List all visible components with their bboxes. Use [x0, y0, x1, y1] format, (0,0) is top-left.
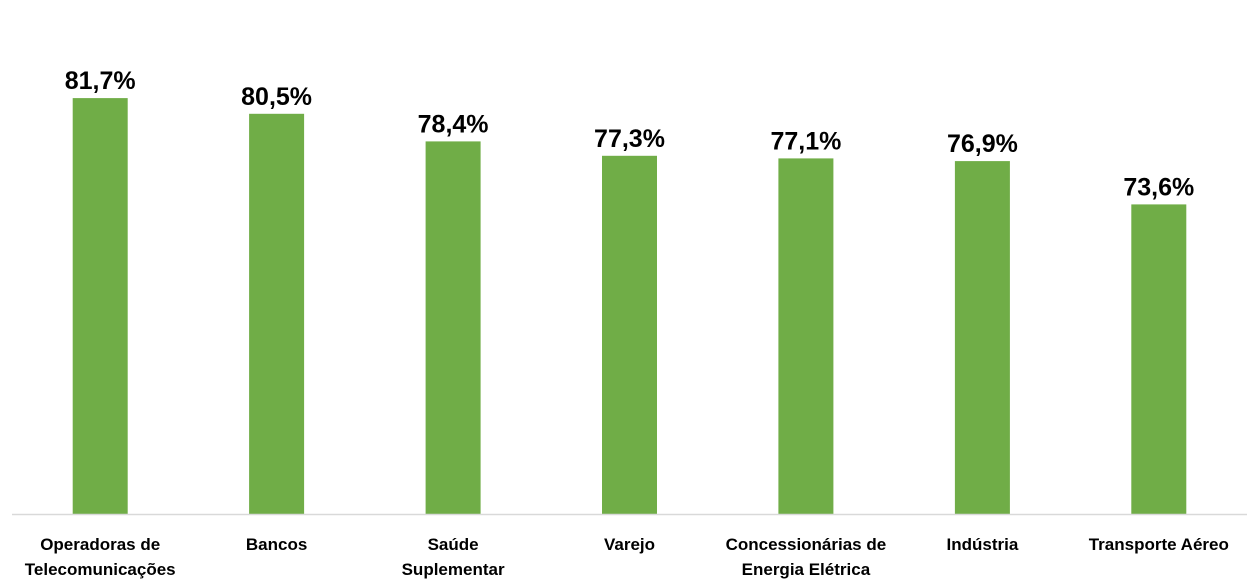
data-label: 76,9% — [947, 130, 1018, 158]
category-label: Bancos — [246, 535, 307, 554]
category-label: Operadoras de Telecomunicações — [25, 535, 176, 579]
data-label: 81,7% — [65, 67, 136, 95]
bars — [72, 98, 1187, 515]
bar — [1131, 204, 1187, 514]
data-label: 73,6% — [1123, 173, 1194, 201]
category-label-line: Telecomunicações — [25, 560, 176, 579]
bar — [72, 98, 128, 514]
category-label: Indústria — [947, 535, 1019, 554]
category-label: Saúde Suplementar — [402, 535, 505, 579]
bar — [249, 113, 305, 515]
category-label-line: Concessionárias de — [726, 535, 887, 554]
data-label: 80,5% — [241, 83, 312, 111]
category-label-line: Transporte Aéreo — [1089, 535, 1229, 554]
category-labels: Operadoras de Telecomunicações Bancos Saúde… — [25, 535, 1229, 579]
data-label: 78,4% — [418, 110, 489, 138]
value-labels: 81,7% 80,5% 78,4% 77,3% 77,1% 76,9% 73,6% — [65, 67, 1194, 201]
bar — [954, 161, 1010, 514]
bar — [602, 155, 657, 515]
data-label: 77,1% — [770, 127, 841, 155]
category-label-line: Varejo — [604, 535, 655, 554]
category-label-line: Energia Elétrica — [742, 560, 871, 579]
category-label-line: Saúde — [428, 535, 479, 554]
data-label: 77,3% — [594, 125, 665, 153]
category-label-line: Suplementar — [402, 560, 505, 579]
category-label-line: Operadoras de — [40, 535, 160, 554]
category-label-line: Bancos — [246, 535, 307, 554]
category-label: Transporte Aéreo — [1089, 535, 1229, 554]
category-label: Concessionárias de Energia Elétrica — [726, 535, 887, 579]
bar — [425, 141, 481, 514]
category-label-line: Indústria — [947, 535, 1019, 554]
bar — [778, 158, 834, 514]
category-label: Varejo — [604, 535, 655, 554]
